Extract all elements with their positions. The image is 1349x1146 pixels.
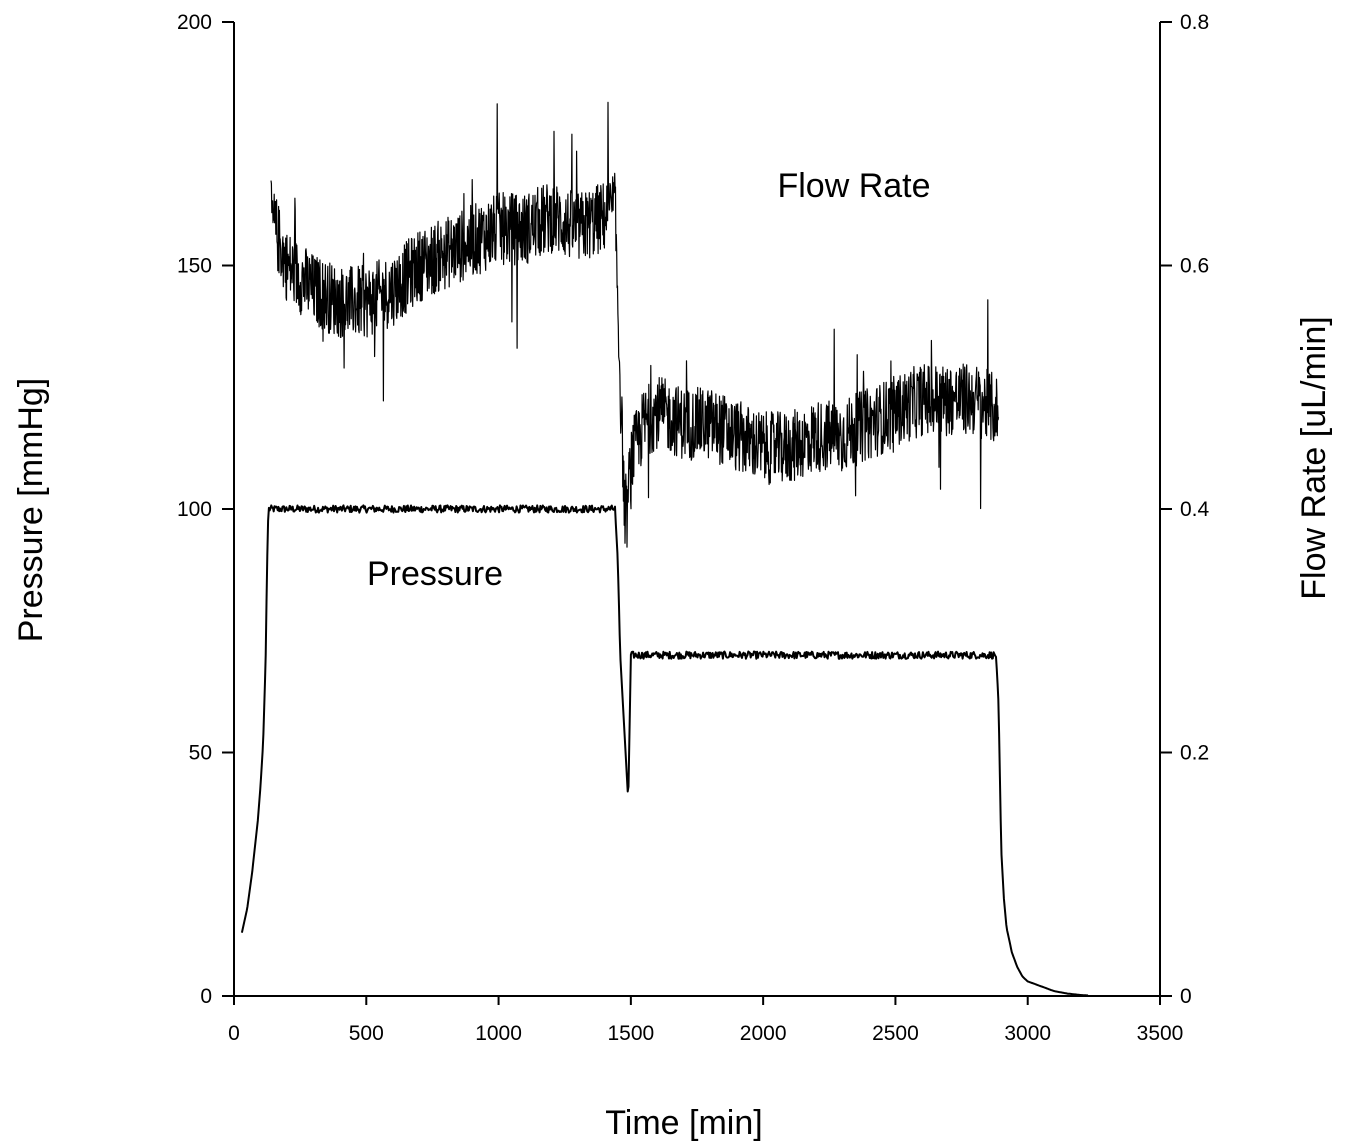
y-axis-title-right: Flow Rate [uL/min] [1295,316,1333,599]
x-tick-label: 1000 [475,1022,522,1045]
series-layer [240,101,1089,997]
x-tick-label: 0 [228,1022,240,1045]
series-line-pressure [240,504,1089,997]
y-tick-label-left: 50 [189,742,212,765]
y-tick-label-right: 0.6 [1180,255,1209,278]
y-tick-label-left: 200 [177,11,212,34]
annotation-pressure: Pressure [367,555,503,593]
y-tick-label-right: 0 [1180,985,1192,1008]
y-tick-label-right: 0.2 [1180,742,1209,765]
y-tick-label-left: 100 [177,498,212,521]
x-tick-label: 3500 [1137,1022,1184,1045]
annotation-flow-rate: Flow Rate [777,167,930,205]
x-tick-label: 2000 [740,1022,787,1045]
series-line-flow-rate [270,101,1000,548]
axes: 0 500 1000 1500 2000 2500 3000 3500050100150200… [177,11,1210,1045]
y-tick-label-left: 0 [200,985,212,1008]
y-tick-label-right: 0.8 [1180,11,1209,34]
x-axis-title: Time [min] [605,1104,762,1142]
y-tick-label-right: 0.4 [1180,498,1210,521]
x-tick-label: 3000 [1004,1022,1051,1045]
x-tick-label: 500 [349,1022,384,1045]
x-tick-label: 2500 [872,1022,919,1045]
y-tick-label-left: 150 [177,255,212,278]
y-axis-title-left: Pressure [mmHg] [12,378,50,643]
x-tick-label: 1500 [607,1022,654,1045]
